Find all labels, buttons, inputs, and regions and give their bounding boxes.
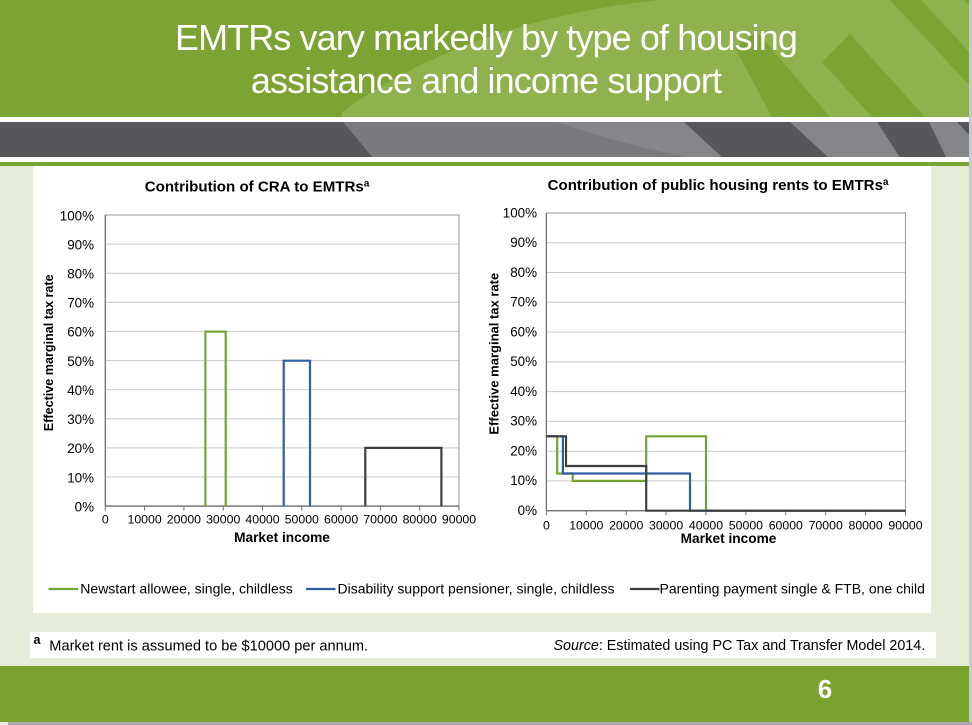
svg-text:Effective marginal tax rate: Effective marginal tax rate [42, 274, 56, 431]
svg-text:0%: 0% [518, 503, 537, 518]
svg-text:Market income: Market income [234, 530, 330, 545]
svg-text:30%: 30% [67, 412, 94, 427]
svg-text:a: a [34, 633, 42, 647]
svg-text:100%: 100% [503, 205, 537, 220]
svg-text:90%: 90% [510, 235, 537, 250]
svg-text:90000: 90000 [888, 519, 922, 533]
svg-text:70000: 70000 [809, 519, 843, 533]
svg-text:50%: 50% [67, 354, 94, 369]
svg-text:Newstart allowee, single, chil: Newstart allowee, single, childless [80, 581, 292, 597]
svg-text:10000: 10000 [569, 519, 603, 533]
svg-text:80%: 80% [510, 265, 537, 280]
svg-text:Disability support pensioner,: Disability support pensioner, single, ch… [338, 581, 615, 597]
svg-text:Market rent is assumed to be $: Market rent is assumed to be $10000 per … [49, 639, 368, 655]
svg-text:70000: 70000 [363, 513, 397, 527]
svg-text:40000: 40000 [689, 519, 723, 533]
svg-text:0: 0 [102, 513, 109, 527]
svg-text:30%: 30% [510, 414, 537, 429]
svg-text:60%: 60% [510, 324, 537, 339]
svg-text:20%: 20% [67, 441, 94, 456]
svg-text:20000: 20000 [167, 513, 201, 527]
svg-text:80%: 80% [67, 267, 94, 282]
svg-text:60000: 60000 [324, 513, 358, 527]
svg-text:100%: 100% [60, 208, 94, 223]
svg-text:10%: 10% [67, 470, 94, 485]
svg-text:30000: 30000 [649, 519, 683, 533]
svg-text:Contribution of CRA to EMTRsa: Contribution of CRA to EMTRsa [145, 179, 370, 196]
svg-text:70%: 70% [510, 295, 537, 310]
svg-text:70%: 70% [67, 296, 94, 311]
svg-text:40000: 40000 [245, 513, 279, 527]
svg-text:30000: 30000 [206, 513, 240, 527]
svg-text:80000: 80000 [848, 519, 882, 533]
svg-text:50%: 50% [510, 354, 537, 369]
svg-text:10000: 10000 [127, 513, 161, 527]
svg-text:90%: 90% [67, 237, 94, 252]
svg-text:10%: 10% [510, 473, 537, 488]
svg-text:90000: 90000 [442, 513, 476, 527]
svg-text:Parenting payment single & FTB: Parenting payment single & FTB, one chil… [660, 581, 925, 597]
svg-text:60000: 60000 [769, 519, 803, 533]
svg-text:Market income: Market income [681, 531, 777, 546]
svg-text:0%: 0% [75, 499, 94, 514]
svg-text:0: 0 [543, 519, 550, 533]
svg-text:40%: 40% [510, 384, 537, 399]
svg-text:50000: 50000 [729, 519, 763, 533]
svg-text:60%: 60% [67, 325, 94, 340]
svg-text:40%: 40% [67, 383, 94, 398]
svg-text:Source: Estimated using PC Tax: Source: Estimated using PC Tax and Trans… [554, 638, 926, 654]
svg-text:Effective marginal tax rate: Effective marginal tax rate [486, 273, 501, 435]
svg-text:20000: 20000 [609, 519, 643, 533]
svg-text:80000: 80000 [403, 513, 437, 527]
svg-text:Contribution of public housing: Contribution of public housing rents to … [548, 177, 889, 194]
svg-text:50000: 50000 [285, 513, 319, 527]
svg-text:20%: 20% [510, 444, 537, 459]
